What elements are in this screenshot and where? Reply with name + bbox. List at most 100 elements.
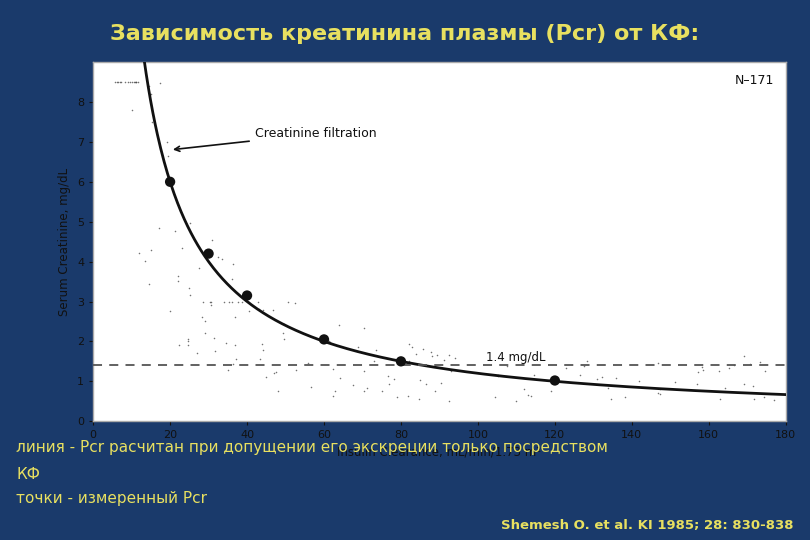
Point xyxy=(369,346,382,354)
Point xyxy=(714,394,727,403)
Point xyxy=(518,385,531,394)
Point xyxy=(122,78,134,86)
Point xyxy=(216,255,229,264)
Point xyxy=(143,82,156,91)
Point xyxy=(492,372,505,380)
Point xyxy=(431,351,444,360)
Point xyxy=(651,389,664,397)
Point xyxy=(208,347,221,355)
Point xyxy=(437,356,450,364)
Point xyxy=(382,380,395,389)
Point xyxy=(428,387,441,395)
Point xyxy=(272,387,285,395)
Point xyxy=(126,78,139,86)
Y-axis label: Serum Creatinine, mg/dL: Serum Creatinine, mg/dL xyxy=(58,167,71,316)
Text: Shemesh O. et al. KI 1985; 28: 830-838: Shemesh O. et al. KI 1985; 28: 830-838 xyxy=(501,519,794,532)
Point xyxy=(358,367,371,376)
Point xyxy=(382,372,394,381)
Point xyxy=(146,118,159,126)
Point xyxy=(318,335,330,344)
Point xyxy=(403,357,416,366)
Point xyxy=(322,336,335,345)
Point xyxy=(118,78,131,86)
Point xyxy=(112,78,125,86)
Point xyxy=(278,320,291,328)
Point xyxy=(601,384,614,393)
Point xyxy=(127,78,140,86)
Point xyxy=(728,361,741,369)
Point xyxy=(696,363,709,372)
Point xyxy=(403,339,416,348)
Point xyxy=(324,338,337,347)
Point xyxy=(402,392,415,401)
Point xyxy=(390,393,403,401)
Point xyxy=(524,392,537,400)
Point xyxy=(256,340,269,349)
Point xyxy=(376,387,389,395)
Point xyxy=(253,305,266,314)
Text: точки - измеренный Pcr: точки - измеренный Pcr xyxy=(16,491,207,507)
Point xyxy=(758,367,771,376)
Point xyxy=(574,370,587,379)
Point xyxy=(160,137,173,146)
Point xyxy=(713,367,726,375)
Point xyxy=(387,374,400,383)
Point xyxy=(162,151,175,160)
Point xyxy=(302,359,315,367)
Point xyxy=(334,373,347,382)
Point xyxy=(410,350,423,359)
Point xyxy=(390,356,403,364)
Point xyxy=(139,257,151,266)
Point xyxy=(196,297,209,306)
Point xyxy=(321,337,334,346)
Point xyxy=(172,276,185,285)
Point xyxy=(144,245,157,254)
Text: N–171: N–171 xyxy=(735,74,774,87)
Point xyxy=(129,78,142,86)
Point xyxy=(193,264,206,272)
Point xyxy=(211,253,224,261)
Point xyxy=(414,376,427,384)
Point xyxy=(144,90,157,99)
Point xyxy=(182,284,195,293)
Point xyxy=(228,313,241,322)
Point xyxy=(578,362,590,370)
Point xyxy=(129,78,142,86)
Point xyxy=(225,275,238,284)
Point xyxy=(198,329,211,338)
Point xyxy=(405,342,418,351)
Point xyxy=(633,377,646,386)
Point xyxy=(164,307,177,316)
Point xyxy=(434,379,447,387)
Point xyxy=(753,357,766,366)
Point xyxy=(604,395,617,403)
Point xyxy=(181,337,194,346)
Point xyxy=(207,334,220,342)
Point xyxy=(651,359,664,368)
Point xyxy=(545,387,558,395)
Point xyxy=(109,78,122,86)
Point xyxy=(352,343,365,352)
Point xyxy=(182,341,195,349)
Point xyxy=(114,78,127,86)
Point xyxy=(204,297,217,306)
Point xyxy=(168,227,181,235)
Point xyxy=(206,235,219,244)
Point xyxy=(221,366,234,374)
Point xyxy=(152,224,165,232)
Point xyxy=(256,346,269,354)
Point xyxy=(204,301,217,309)
Point xyxy=(609,373,622,382)
Point xyxy=(220,338,232,347)
Point xyxy=(143,279,156,288)
Point xyxy=(218,297,231,306)
Point xyxy=(289,365,302,374)
Point xyxy=(326,365,339,374)
Point xyxy=(277,334,290,343)
Text: КФ: КФ xyxy=(16,467,40,482)
Point xyxy=(449,354,462,363)
Point xyxy=(241,291,254,300)
Point xyxy=(190,349,203,358)
Point xyxy=(242,297,255,306)
Text: 1.4 mg/dL: 1.4 mg/dL xyxy=(486,352,545,365)
